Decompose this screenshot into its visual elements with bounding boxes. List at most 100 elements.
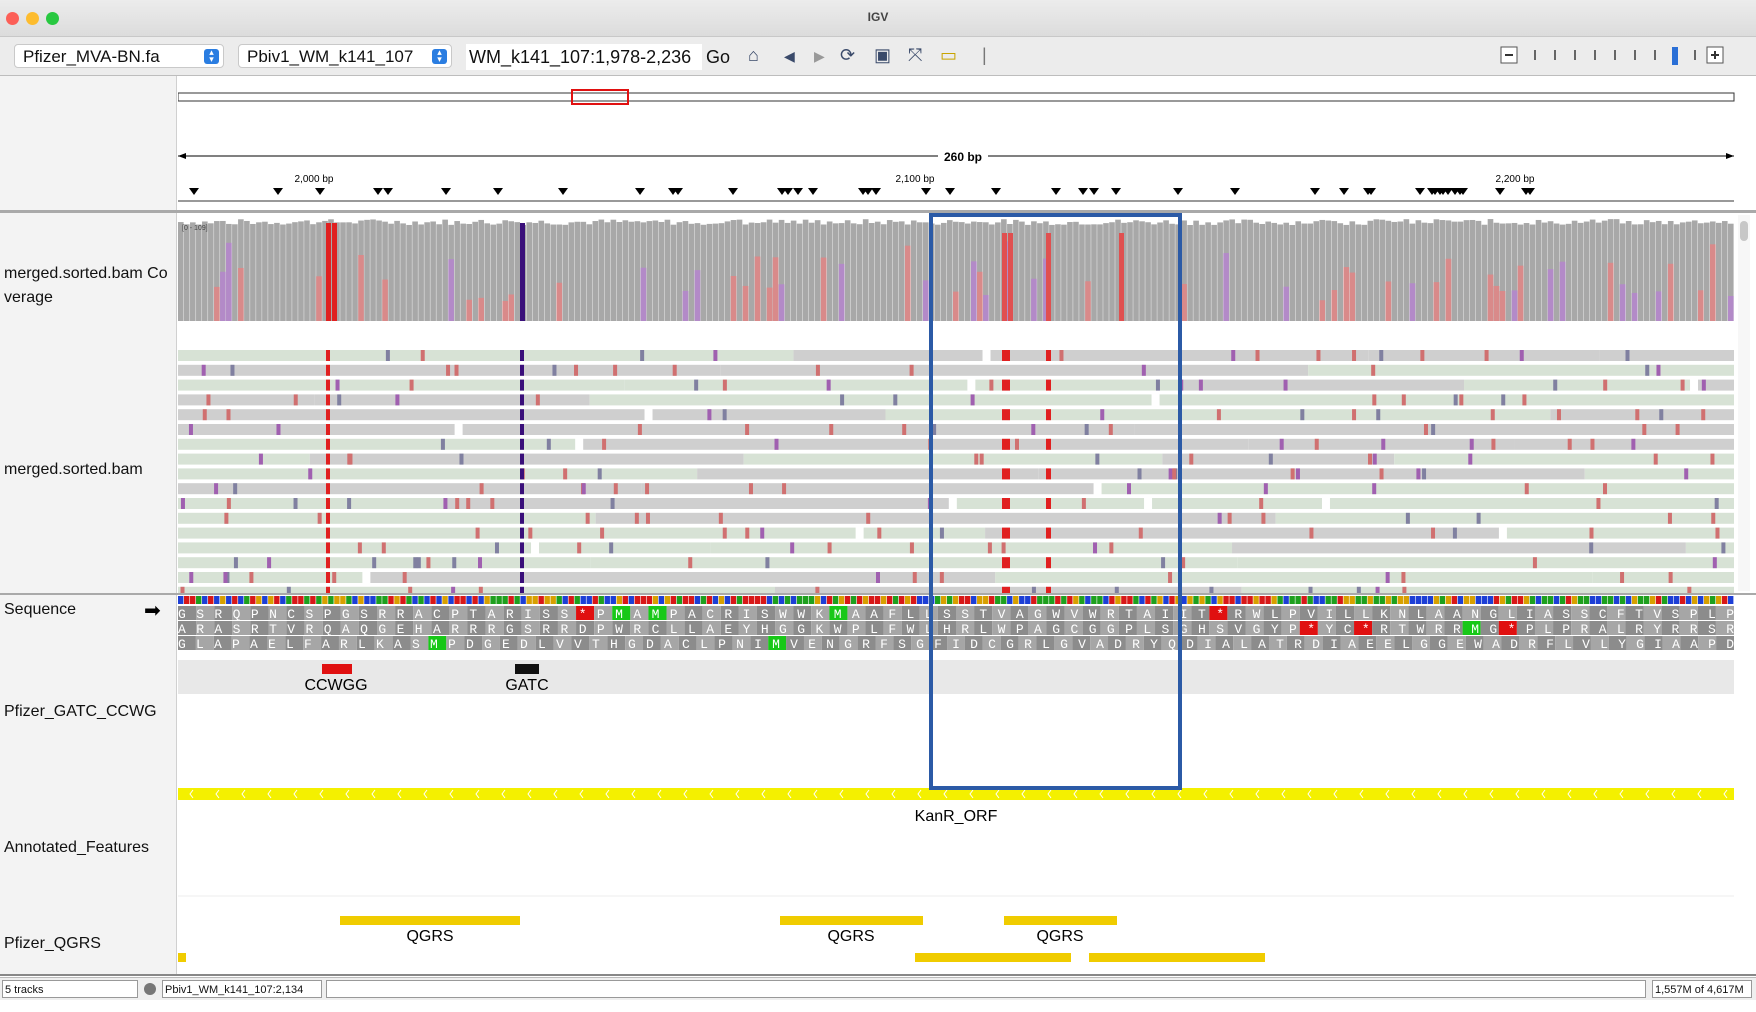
codon [1516,621,1535,635]
home-icon[interactable]: ⌂ [748,45,759,65]
qgrs-feature[interactable] [178,953,186,962]
back-icon[interactable]: ◀ [784,48,795,64]
coverage-histogram[interactable] [178,219,1734,321]
coverage-bar [562,224,569,321]
coverage-bar [1349,221,1356,321]
mismatch [1108,424,1113,435]
base [1121,596,1127,604]
genome-dropdown[interactable]: Pfizer_MVA-BN.fa ▴ ▾ [14,44,224,68]
mismatch [866,512,871,524]
feature-panel[interactable]: GSRQPNCSPGSRRACPTARISS*PMAMPACRISWWKMAAF… [178,596,1734,974]
strand-arrow [475,789,480,799]
read [178,468,698,480]
mismatch [875,572,880,583]
mismatch [1172,468,1177,480]
base [778,596,785,604]
mismatch [1189,453,1194,465]
base [904,596,911,604]
strand-arrow [1411,789,1416,799]
mismatch [893,394,898,406]
annotated-track-name[interactable]: Annotated_Features [4,839,149,856]
ruler-toggle-icon[interactable]: ▣ [874,45,892,65]
base [1523,596,1530,604]
chromosome-ideogram[interactable] [177,92,1735,102]
motif-gatc-mark[interactable] [515,664,539,674]
mismatch [1420,350,1425,361]
qgrs-feature[interactable] [780,916,923,925]
mismatch [790,542,795,554]
region-highlight-box[interactable] [929,213,1182,790]
go-button[interactable]: Go [706,47,731,67]
codon [196,606,215,620]
qgrs-feature[interactable] [915,953,1071,962]
codon [1426,606,1445,620]
mismatch [718,512,723,524]
strand-arrow [397,789,402,799]
coverage-bar [340,222,346,321]
read [178,586,775,593]
qgrs-track-name[interactable]: Pfizer_QGRS [4,935,101,952]
base [610,596,616,604]
base [1463,596,1470,604]
refresh-icon[interactable]: ⟳ [840,45,856,65]
mismatch [1263,483,1268,495]
alignment-track-name[interactable]: merged.sorted.bam [4,461,143,478]
strand-arrow-icon[interactable]: ➡ [144,600,161,622]
base [1607,596,1614,604]
sequence-track-name[interactable]: Sequence [4,601,77,618]
mismatch [520,483,524,495]
minimize-window-button[interactable] [26,12,39,25]
coverage-variant [977,271,983,321]
locus-input[interactable]: WM_k141_107:1,978-2,236 [466,44,702,70]
codon [937,606,956,620]
mismatch [1138,527,1143,539]
qgrs-feature[interactable] [1004,916,1117,925]
tick-label: 2,200 bp [1496,174,1535,185]
resize-icon[interactable]: ⤧ [908,45,923,65]
base [628,596,634,604]
qgrs-feature[interactable] [340,916,520,925]
close-window-button[interactable] [6,12,19,25]
scroll-thumb[interactable] [1740,221,1748,241]
roi-icon[interactable]: | [982,45,987,65]
read [178,498,446,509]
base [1403,596,1409,604]
motif-ccwgg-mark[interactable] [322,664,352,674]
qgrs-feature[interactable] [1089,953,1265,962]
kanr-orf-feature[interactable] [178,788,1734,800]
mismatch [267,557,272,569]
base [1577,596,1584,604]
chromosome-dropdown[interactable]: Pbiv1_WM_k141_107 ▴ ▾ [238,44,452,68]
zoom-slider[interactable] [1500,43,1725,69]
mismatch [1279,438,1284,450]
base [772,596,779,604]
forward-icon[interactable]: ▶ [814,48,825,64]
coverage-bar [977,222,983,321]
alignment-data-panel[interactable]: [0 - 109] [178,213,1734,593]
mismatch [1714,498,1719,509]
coverage-bar [550,224,557,321]
codon [503,606,522,620]
base [568,596,574,604]
codon [956,606,975,620]
codon [811,621,830,635]
mismatch [1667,512,1672,524]
coverage-bar [580,221,587,321]
coverage-track-name[interactable]: merged.sorted.bam Coverage [4,265,168,306]
motif-track-name[interactable]: Pfizer_GATC_CCWG [4,703,157,720]
base [208,596,214,604]
popup-info-icon[interactable]: ▭ [940,45,958,65]
mismatch [408,586,413,593]
strand-arrow [787,789,792,799]
zoom-window-button[interactable] [46,12,59,25]
mismatch [634,512,639,524]
strand-arrow [423,789,428,799]
coverage-bar [700,224,707,321]
status-bar: 5 tracks Pbiv1_WM_k141_107:2,134 1,557M … [0,977,1756,1000]
read-alignments[interactable] [178,350,1734,593]
base [376,596,382,604]
zoom-thumb[interactable] [1672,47,1678,65]
alignment-scrollbar[interactable] [1738,215,1750,591]
mismatch [466,498,471,509]
mismatch [223,572,228,583]
